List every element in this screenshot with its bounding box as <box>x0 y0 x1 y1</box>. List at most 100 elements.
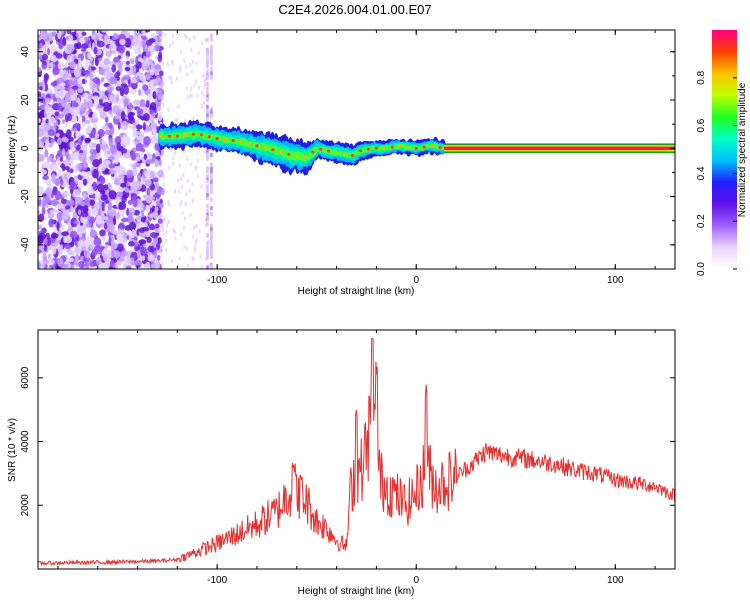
noise-speckle <box>39 86 43 91</box>
noise-speckle <box>206 241 209 246</box>
noise-speckle <box>174 150 177 155</box>
noise-speckle <box>190 86 193 91</box>
noise-speckle <box>145 159 154 164</box>
noise-speckle <box>183 59 186 64</box>
spectrogram-plot-area <box>38 30 675 269</box>
noise-speckle <box>206 245 209 250</box>
noise-speckle <box>75 253 79 263</box>
noise-speckle <box>135 156 141 162</box>
noise-speckle <box>189 162 192 167</box>
noise-speckle <box>80 144 88 152</box>
signal-peak <box>191 132 195 136</box>
colorbar-tick-label: 0.6 <box>696 118 707 132</box>
noise-speckle <box>186 94 189 99</box>
noise-speckle <box>92 158 101 168</box>
noise-speckle <box>210 251 213 256</box>
noise-speckle <box>94 132 100 139</box>
noise-speckle <box>210 55 213 60</box>
noise-speckle <box>136 216 141 222</box>
noise-speckle <box>210 241 213 246</box>
noise-speckle <box>200 264 203 269</box>
noise-speckle <box>200 184 203 189</box>
noise-speckle <box>154 158 159 168</box>
signal-peak <box>303 156 307 160</box>
noise-speckle <box>153 227 162 234</box>
signal-peak <box>159 134 164 138</box>
noise-speckle <box>74 122 80 129</box>
signal-peak <box>422 145 426 149</box>
noise-speckle <box>206 255 209 260</box>
noise-speckle <box>128 241 135 247</box>
noise-speckle <box>61 210 69 221</box>
noise-speckle <box>145 153 154 158</box>
noise-speckle <box>206 208 209 213</box>
noise-speckle <box>188 37 191 42</box>
noise-speckle <box>210 179 213 184</box>
noise-speckle <box>161 227 164 232</box>
noise-speckle <box>123 174 128 184</box>
noise-speckle <box>89 199 95 206</box>
noise-speckle <box>149 170 155 180</box>
noise-speckle <box>178 163 181 168</box>
noise-speckle <box>107 201 113 211</box>
noise-speckle <box>206 90 209 95</box>
noise-speckle <box>132 163 137 170</box>
noise-speckle <box>132 99 141 105</box>
noise-speckle <box>92 102 99 108</box>
noise-speckle <box>64 236 73 244</box>
noise-speckle <box>186 263 189 268</box>
noise-speckle <box>80 217 85 223</box>
noise-speckle <box>210 266 213 269</box>
noise-speckle <box>210 71 213 76</box>
noise-speckle <box>103 57 111 66</box>
noise-speckle <box>118 66 124 73</box>
noise-speckle <box>194 245 197 250</box>
noise-speckle <box>206 60 209 65</box>
noise-speckle <box>45 139 50 149</box>
noise-speckle <box>195 237 198 242</box>
noise-speckle <box>210 49 213 54</box>
noise-speckle <box>156 261 160 269</box>
noise-speckle <box>119 38 126 46</box>
noise-speckle <box>172 146 175 151</box>
noise-speckle <box>118 222 125 230</box>
noise-speckle <box>143 136 151 146</box>
noise-speckle <box>109 43 117 52</box>
noise-speckle <box>84 138 91 144</box>
noise-speckle <box>61 190 69 198</box>
noise-speckle <box>165 230 168 235</box>
snr-y-label: SNR (10 * v/v) <box>7 418 18 482</box>
noise-speckle <box>108 122 113 130</box>
noise-speckle <box>183 33 186 38</box>
noise-speckle <box>92 181 97 191</box>
noise-speckle <box>106 150 111 155</box>
x-tick-label: 100 <box>607 575 624 586</box>
noise-speckle <box>38 224 43 230</box>
noise-speckle <box>74 177 79 185</box>
signal-peak <box>239 140 243 144</box>
noise-speckle <box>124 67 131 72</box>
noise-speckle <box>210 61 213 66</box>
noise-speckle <box>95 256 102 266</box>
noise-speckle <box>207 239 210 244</box>
noise-speckle <box>210 244 213 249</box>
noise-speckle <box>128 221 137 232</box>
noise-speckle <box>48 107 54 117</box>
noise-speckle <box>64 93 71 103</box>
noise-speckle <box>154 206 159 212</box>
noise-speckle <box>107 231 112 238</box>
noise-speckle <box>150 79 154 89</box>
noise-speckle <box>86 197 91 203</box>
noise-speckle <box>191 199 194 204</box>
noise-speckle <box>44 149 49 158</box>
signal-peak <box>438 145 442 150</box>
noise-speckle <box>98 94 103 100</box>
noise-speckle <box>56 221 60 231</box>
noise-speckle <box>200 90 203 95</box>
noise-speckle <box>161 225 164 230</box>
noise-speckle <box>206 49 209 54</box>
noise-speckle <box>109 208 117 216</box>
noise-speckle <box>145 194 153 204</box>
noise-speckle <box>206 37 209 42</box>
noise-speckle <box>210 197 213 202</box>
